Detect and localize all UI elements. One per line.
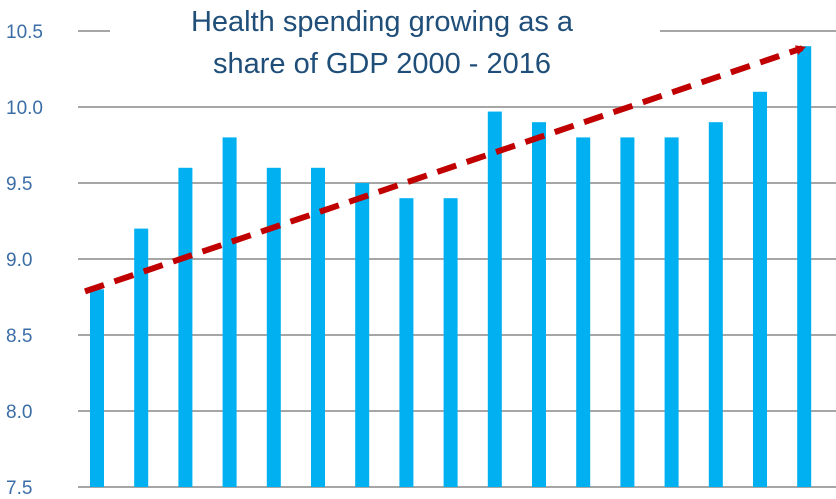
bar — [399, 198, 414, 487]
bars — [90, 46, 812, 488]
trend-arrow-line — [84, 45, 806, 295]
bar — [532, 122, 546, 487]
bar — [443, 198, 458, 487]
y-axis-ticks: 7.5 8.0 8.5 9.0 9.5 10.0 10.5 — [6, 22, 43, 499]
chart-title-line: Health spending growing as a — [191, 6, 574, 38]
bar — [708, 122, 723, 487]
bar — [664, 137, 679, 487]
bar — [178, 167, 193, 488]
y-tick-label: 7.5 — [6, 478, 32, 499]
bar — [222, 137, 237, 487]
bar — [620, 137, 635, 487]
y-tick-label: 9.0 — [6, 250, 32, 271]
y-tick-label: 9.5 — [6, 174, 32, 195]
y-tick-label: 10.0 — [6, 98, 43, 119]
trend-arrow — [84, 45, 806, 295]
bar — [797, 46, 812, 487]
chart-title: Health spending growing as a share of GDP… — [110, 0, 660, 92]
bar — [576, 137, 591, 487]
bar — [487, 111, 502, 487]
bar — [266, 167, 281, 488]
chart-title-background — [110, 0, 660, 92]
y-tick-label: 8.0 — [6, 402, 32, 423]
y-tick-label: 10.5 — [6, 22, 43, 43]
bar — [355, 183, 370, 487]
bar — [753, 91, 767, 488]
bar — [134, 228, 149, 487]
bar — [311, 167, 325, 488]
bar — [90, 289, 104, 487]
y-tick-label: 8.5 — [6, 326, 32, 347]
chart-title-line: share of GDP 2000 - 2016 — [213, 48, 551, 80]
